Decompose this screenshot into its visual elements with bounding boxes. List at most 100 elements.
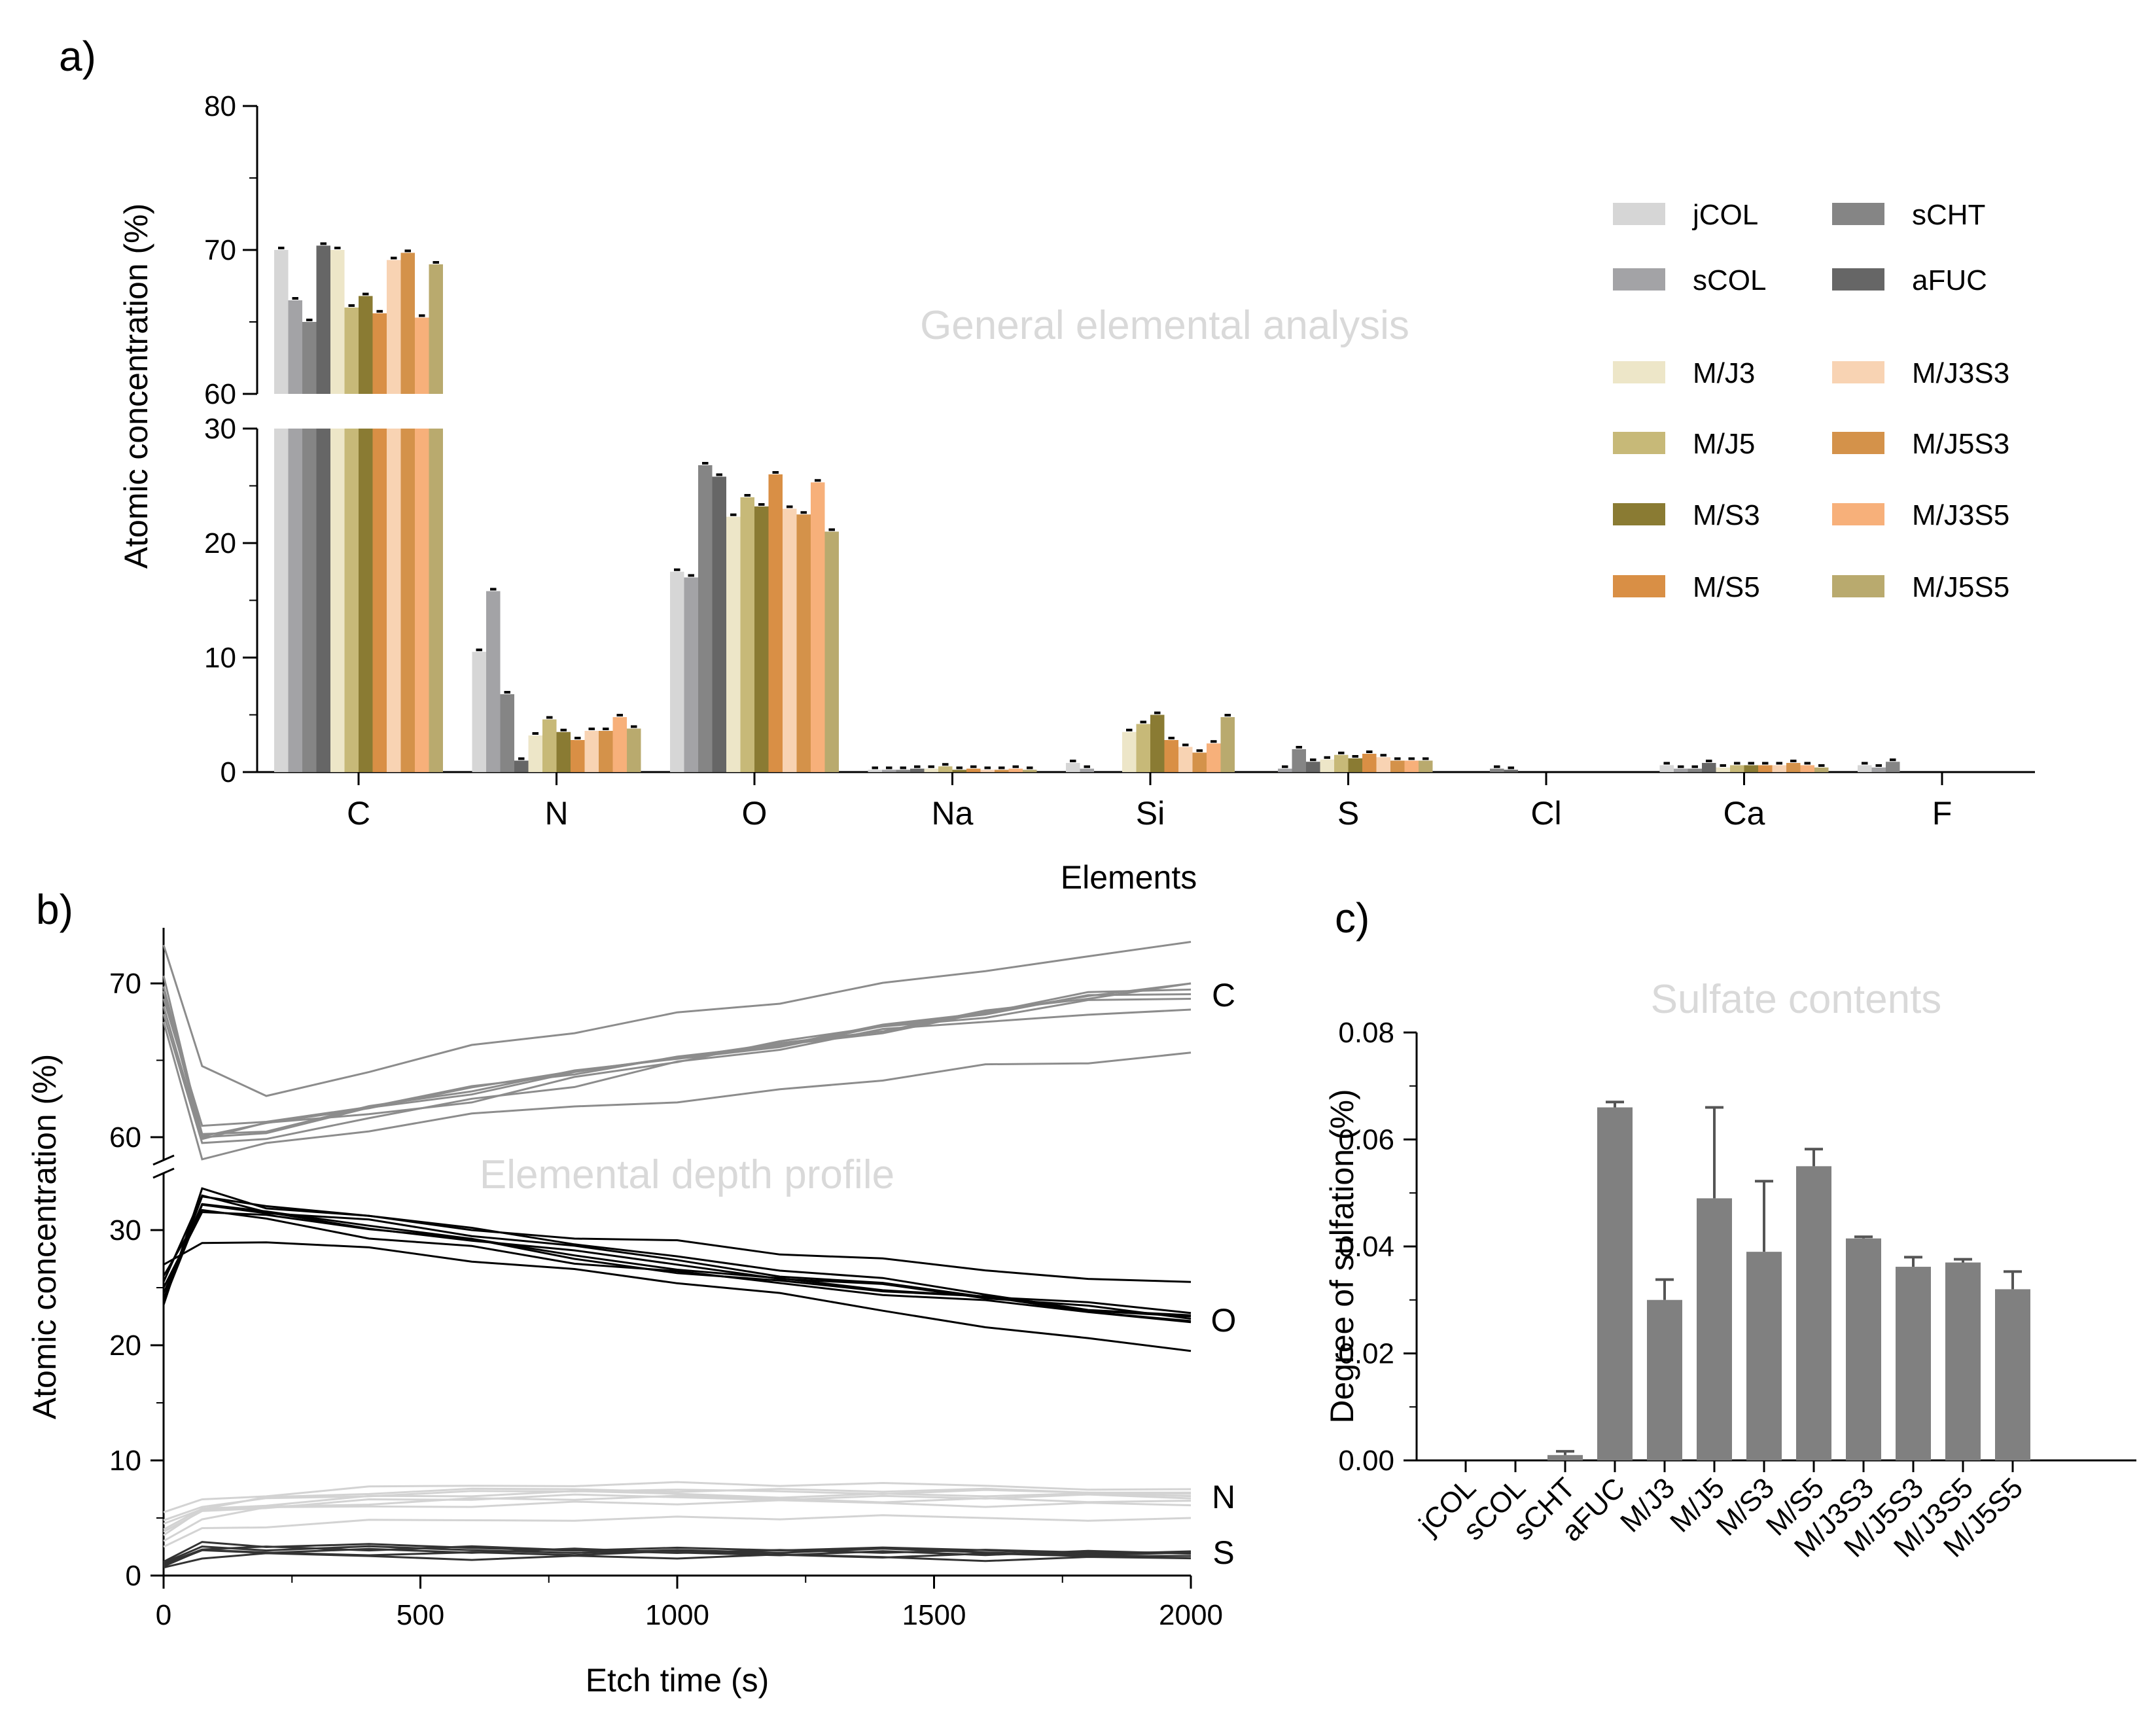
panel-a-y-tick-label: 0 <box>221 756 236 788</box>
series-group-N: N <box>163 1479 1235 1548</box>
legend-label: M/J5S5 <box>1912 571 2009 603</box>
bar-segment <box>1674 768 1688 772</box>
bar-segment <box>1404 760 1419 772</box>
bar-lower-segment <box>302 429 317 772</box>
bar <box>330 247 345 772</box>
bar <box>1746 1180 1782 1460</box>
legend-swatch <box>1832 203 1884 225</box>
bar <box>500 691 514 772</box>
bar <box>1871 764 1886 772</box>
bar <box>415 314 429 772</box>
bar <box>344 304 359 772</box>
bar-segment <box>1744 765 1758 772</box>
series-line <box>162 986 1192 1135</box>
bar <box>316 242 330 772</box>
legend-item: M/J3S5 <box>1832 499 2009 531</box>
bar <box>1744 762 1758 772</box>
bar-segment <box>627 728 641 772</box>
bar <box>1688 765 1702 772</box>
bar-segment <box>698 465 713 772</box>
legend-label: aFUC <box>1912 264 1987 296</box>
bar-segment <box>938 766 953 772</box>
bar-lower-segment <box>400 429 415 772</box>
legend-swatch <box>1613 575 1665 597</box>
bar <box>1597 1101 1633 1460</box>
bar <box>1207 740 1221 772</box>
series-line <box>162 1210 1192 1322</box>
bar-segment <box>712 476 726 772</box>
bar-rect <box>1945 1262 1981 1460</box>
bar <box>1547 1450 1583 1460</box>
bar-segment <box>1702 763 1716 772</box>
bar-segment <box>1066 763 1080 772</box>
bar-segment <box>1814 767 1829 772</box>
series-label-N: N <box>1212 1479 1235 1515</box>
bar-segment <box>556 732 571 772</box>
bar-segment <box>1772 765 1786 772</box>
bar-segment <box>980 769 995 772</box>
bar <box>1716 764 1730 772</box>
legend-swatch <box>1832 432 1884 454</box>
bar <box>952 766 966 772</box>
legend-item: jCOL <box>1613 199 1758 231</box>
bar-segment <box>952 769 966 772</box>
bar-segment <box>1688 768 1702 772</box>
legend-item: M/J3 <box>1613 357 1755 389</box>
series-line <box>163 1514 1192 1548</box>
bar-segment <box>1858 765 1872 772</box>
bar <box>966 765 981 772</box>
bar <box>571 737 585 772</box>
series-line <box>163 1241 1192 1352</box>
legend-item: M/J5S5 <box>1832 571 2009 603</box>
bar <box>1674 765 1688 772</box>
bar-segment <box>924 768 938 772</box>
bar <box>359 292 373 772</box>
panel-a-x-tick-label: Na <box>932 795 974 832</box>
bar-segment <box>684 577 698 772</box>
panel-c-y-title: Degree of sulfation (%) <box>1324 1089 1360 1423</box>
legend-label: M/S3 <box>1693 499 1760 531</box>
panel-b-y-tick-label: 20 <box>109 1330 141 1362</box>
legend-swatch <box>1613 268 1665 291</box>
legend-label: M/J3S5 <box>1912 499 2009 531</box>
bar <box>514 757 529 772</box>
bar-rect <box>1896 1267 1931 1460</box>
bar-segment <box>768 474 783 772</box>
bar <box>698 462 713 772</box>
bar <box>302 319 317 772</box>
legend-item: M/J5 <box>1613 428 1755 460</box>
bar <box>924 765 938 772</box>
panel-b-y-tick-label: 10 <box>109 1445 141 1477</box>
legend-label: M/J5 <box>1693 428 1755 460</box>
panel-b-watermark: Elemental depth profile <box>480 1152 894 1197</box>
bar-segment <box>670 571 684 772</box>
legend-swatch <box>1832 361 1884 383</box>
bar-upper-segment <box>415 317 429 394</box>
bar <box>754 503 769 772</box>
bar-segment <box>1362 754 1377 772</box>
bar-upper-segment <box>400 253 415 394</box>
panel-a-y-tick-label: 20 <box>204 527 236 559</box>
bar-segment <box>1136 724 1150 772</box>
panel-a-y-tick-label: 30 <box>204 413 236 445</box>
bar-segment <box>1716 767 1730 772</box>
bar-upper-segment <box>429 264 443 394</box>
bar-segment <box>754 506 769 772</box>
legend-label: M/J3 <box>1693 357 1755 389</box>
series-line <box>162 1208 1192 1324</box>
bar <box>472 648 486 772</box>
bar-segment <box>514 760 529 772</box>
bar-rect <box>1697 1198 1732 1460</box>
bar <box>372 309 387 772</box>
bar <box>1122 728 1137 772</box>
legend-label: M/J5S3 <box>1912 428 2009 460</box>
bar-lower-segment <box>344 429 359 772</box>
panel-a-x-tick-label: O <box>742 795 768 832</box>
bar-segment <box>1178 747 1193 772</box>
panel-c-y-tick-label: 0.02 <box>1338 1338 1394 1370</box>
bar-segment <box>584 731 599 772</box>
bar-lower-segment <box>387 429 401 772</box>
bar <box>1348 755 1362 772</box>
bar-segment <box>726 516 741 772</box>
bar-segment <box>1150 714 1165 772</box>
